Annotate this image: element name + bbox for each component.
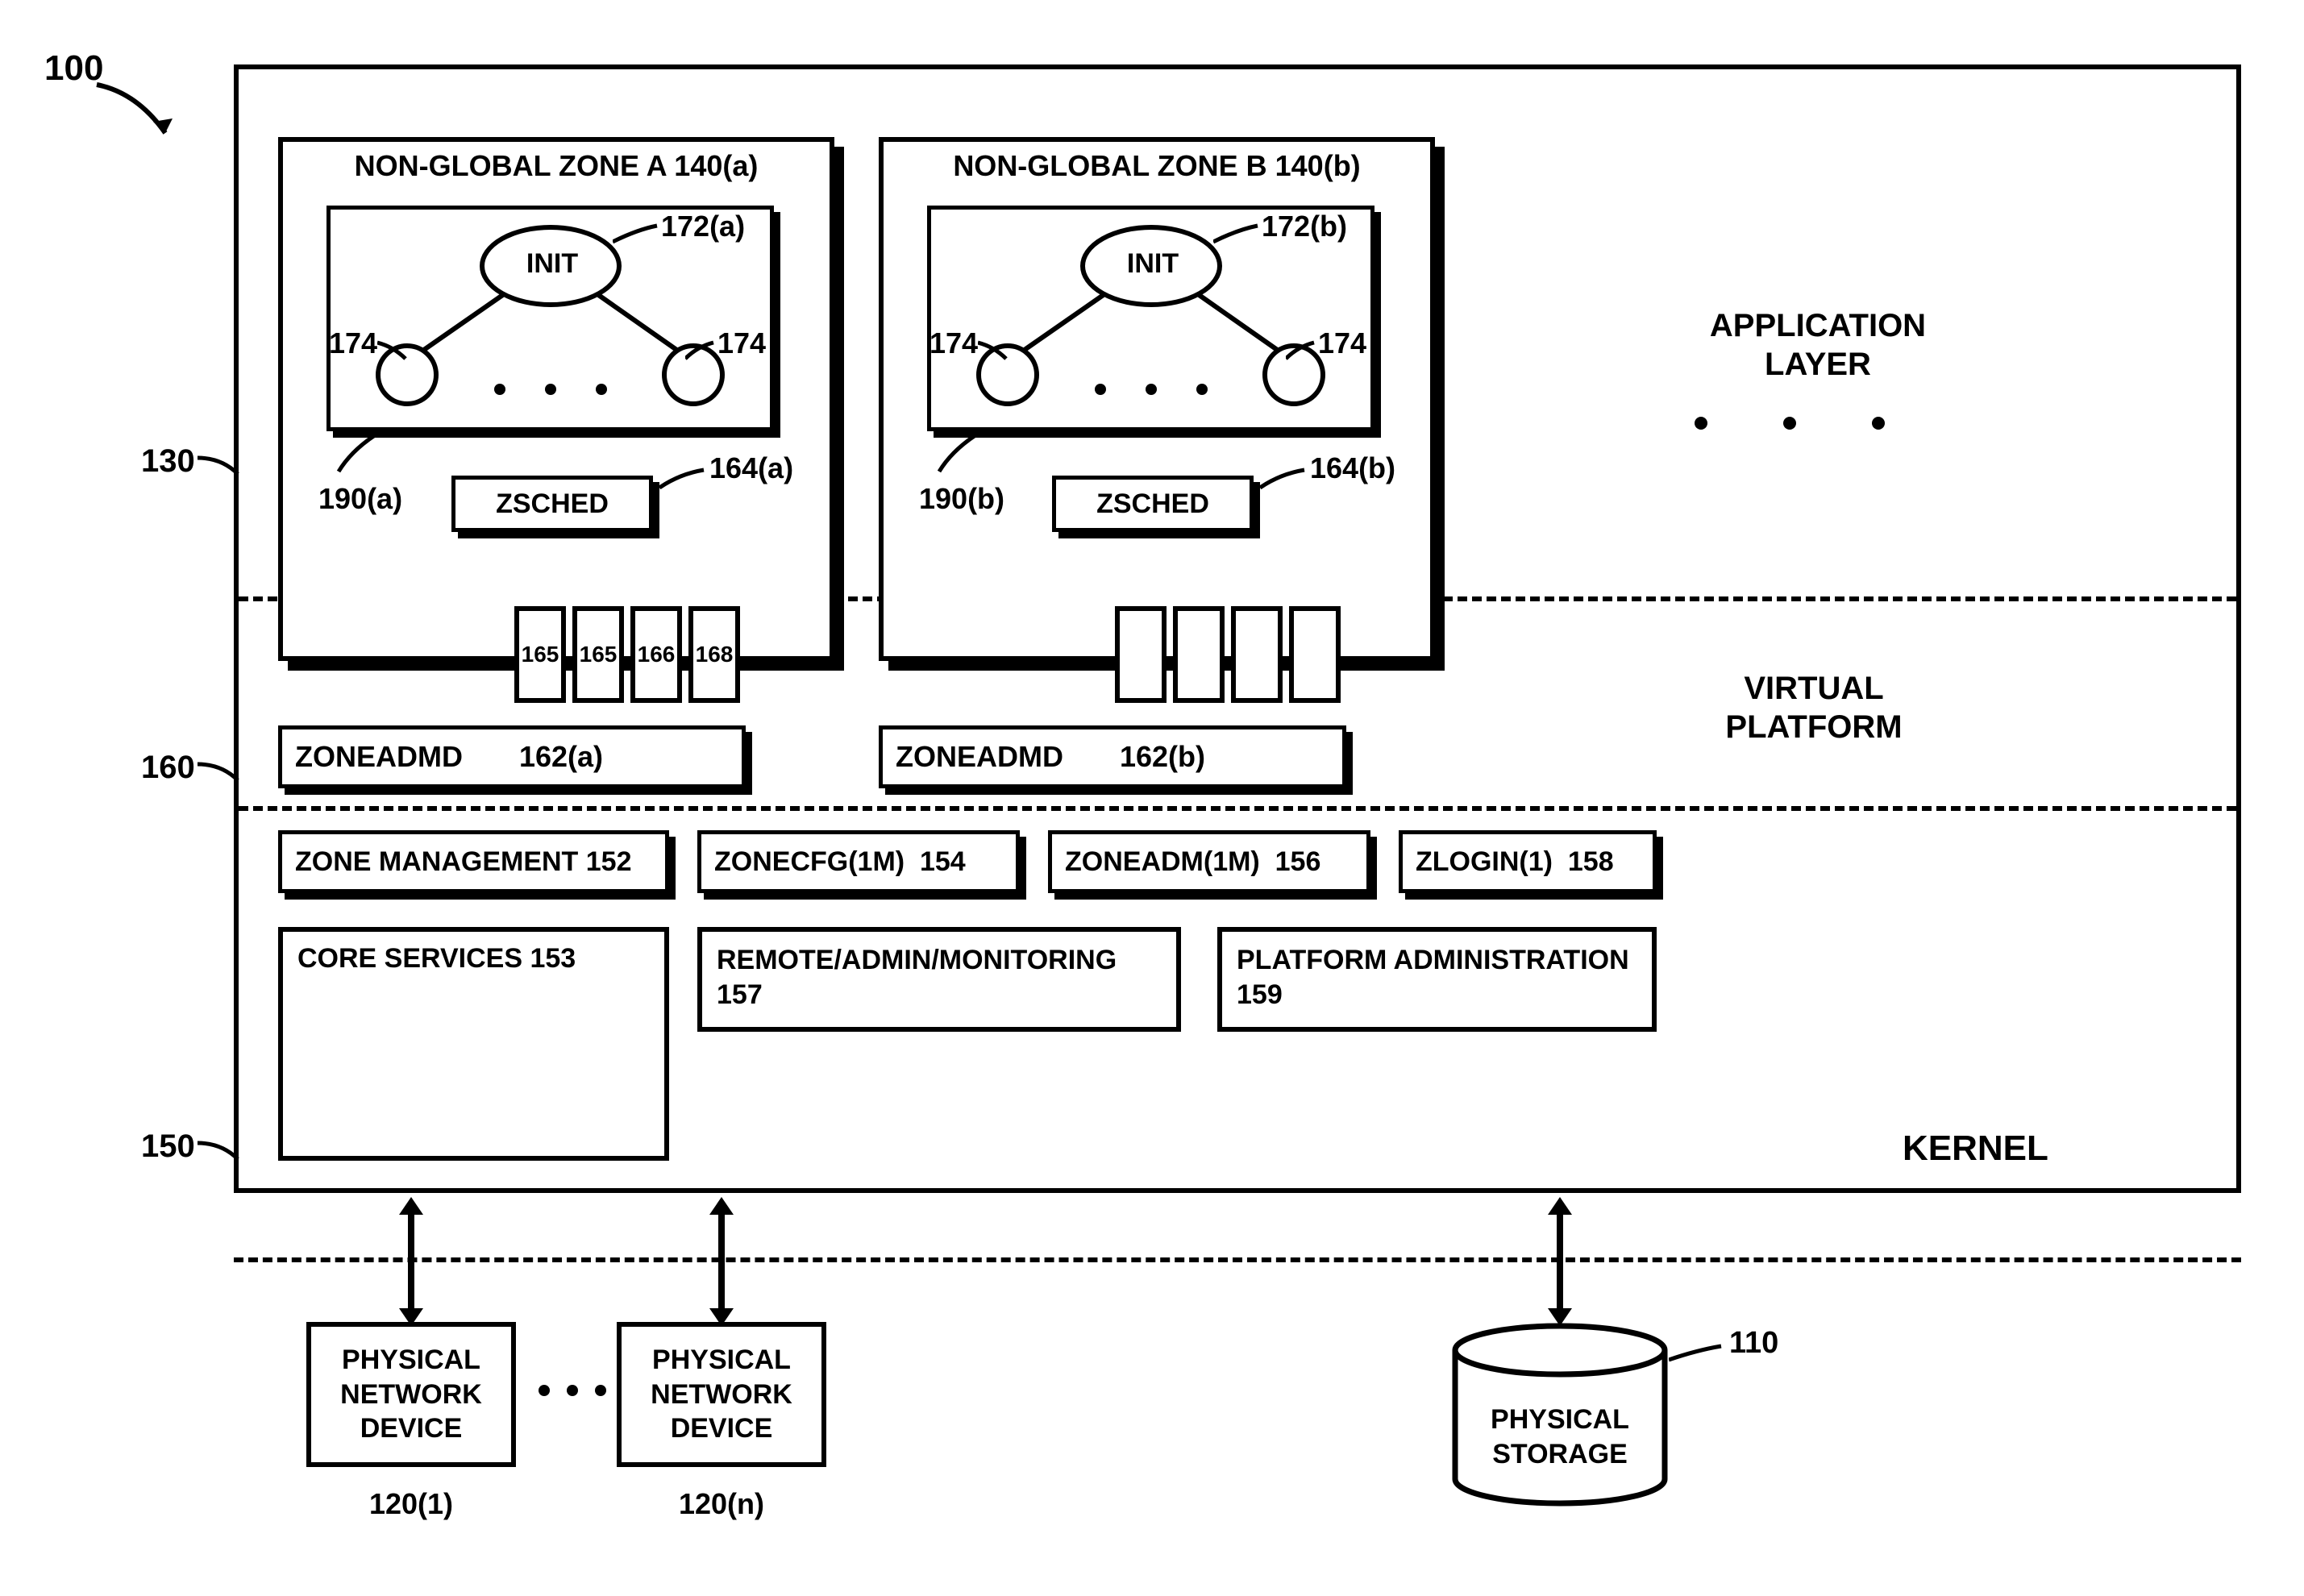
zone-b-slot-0 bbox=[1115, 606, 1167, 703]
zone-b-title: NON-GLOBAL ZONE B 140(b) bbox=[879, 149, 1435, 183]
leader-174b-right bbox=[1286, 339, 1318, 367]
zone-b-zsched: ZSCHED bbox=[1052, 476, 1254, 532]
dash-virtual-kernel bbox=[239, 806, 2236, 811]
zone-a-zoneadmd: ZONEADMD 162(a) bbox=[278, 725, 746, 788]
zone-b-slot-3 bbox=[1289, 606, 1341, 703]
zone-b-zoneadmd: ZONEADMD 162(b) bbox=[879, 725, 1346, 788]
zone-a-slot-3: 168 bbox=[688, 606, 740, 703]
leader-130 bbox=[198, 450, 246, 482]
leader-172b bbox=[1213, 222, 1262, 254]
application-layer-label: APPLICATION LAYER bbox=[1645, 306, 1991, 384]
ref-172a: 172(a) bbox=[661, 210, 745, 243]
pnd-1: PHYSICAL NETWORK DEVICE bbox=[306, 1322, 516, 1467]
zone-a-title: NON-GLOBAL ZONE A 140(a) bbox=[278, 149, 834, 183]
pnd-dots bbox=[532, 1378, 613, 1411]
ref-160: 160 bbox=[141, 750, 195, 786]
ref-190b: 190(b) bbox=[919, 482, 1004, 516]
ref-120-1: 120(1) bbox=[306, 1487, 516, 1521]
leader-174a-right bbox=[685, 339, 717, 367]
leader-164b bbox=[1260, 468, 1308, 500]
kernel-label: KERNEL bbox=[1903, 1128, 2048, 1169]
zone-management-box: ZONE MANAGEMENT 152 bbox=[278, 830, 669, 893]
zonecfg-box: ZONECFG(1M) 154 bbox=[697, 830, 1020, 893]
ref-174a-left: 174 bbox=[329, 326, 377, 360]
zone-a-slot-1: 165 bbox=[572, 606, 624, 703]
arrow-pnd1 bbox=[391, 1197, 431, 1326]
ref-174a-right: 174 bbox=[717, 326, 766, 360]
zone-b-slot-2 bbox=[1231, 606, 1283, 703]
app-layer-dots bbox=[1669, 411, 1911, 443]
ref-164b: 164(b) bbox=[1310, 451, 1395, 485]
virtual-platform-label: VIRTUAL PLATFORM bbox=[1669, 669, 1959, 746]
ref-172b: 172(b) bbox=[1262, 210, 1347, 243]
ref-110: 110 bbox=[1729, 1326, 1778, 1361]
dash-hw bbox=[234, 1257, 2241, 1262]
storage-label: PHYSICAL STORAGE bbox=[1447, 1403, 1673, 1471]
ref-190a: 190(a) bbox=[318, 482, 402, 516]
zone-a-init-label: INIT bbox=[496, 248, 609, 280]
zone-a-zsched: ZSCHED bbox=[451, 476, 653, 532]
leader-172a bbox=[613, 222, 661, 254]
pnd-n: PHYSICAL NETWORK DEVICE bbox=[617, 1322, 826, 1467]
ref-130: 130 bbox=[141, 443, 195, 480]
zone-a-slot-0: 165 bbox=[514, 606, 566, 703]
leader-190b bbox=[935, 435, 984, 480]
leader-110 bbox=[1669, 1342, 1725, 1374]
ref-174b-right: 174 bbox=[1318, 326, 1366, 360]
zoneadm-box: ZONEADM(1M) 156 bbox=[1048, 830, 1370, 893]
leader-150 bbox=[198, 1135, 246, 1167]
leader-164a bbox=[659, 468, 708, 500]
arrow-storage bbox=[1540, 1197, 1580, 1326]
zlogin-box: ZLOGIN(1) 158 bbox=[1399, 830, 1657, 893]
core-services-box: CORE SERVICES 153 bbox=[278, 927, 669, 1161]
zone-b-init-label: INIT bbox=[1096, 248, 1209, 280]
platform-admin-box: PLATFORM ADMINISTRATION 159 bbox=[1217, 927, 1657, 1032]
ref-164a: 164(a) bbox=[709, 451, 793, 485]
zone-b-slot-1 bbox=[1173, 606, 1225, 703]
arrow-100 bbox=[89, 77, 185, 149]
leader-174a-left bbox=[377, 339, 410, 367]
remote-admin-box: REMOTE/ADMIN/MONITORING 157 bbox=[697, 927, 1181, 1032]
zone-a-slot-2: 166 bbox=[630, 606, 682, 703]
leader-190a bbox=[335, 435, 383, 480]
leader-174b-left bbox=[978, 339, 1010, 367]
leader-160 bbox=[198, 756, 246, 788]
ref-150: 150 bbox=[141, 1128, 195, 1165]
ref-174b-left: 174 bbox=[930, 326, 978, 360]
arrow-pndn bbox=[701, 1197, 742, 1326]
ref-120-n: 120(n) bbox=[617, 1487, 826, 1521]
